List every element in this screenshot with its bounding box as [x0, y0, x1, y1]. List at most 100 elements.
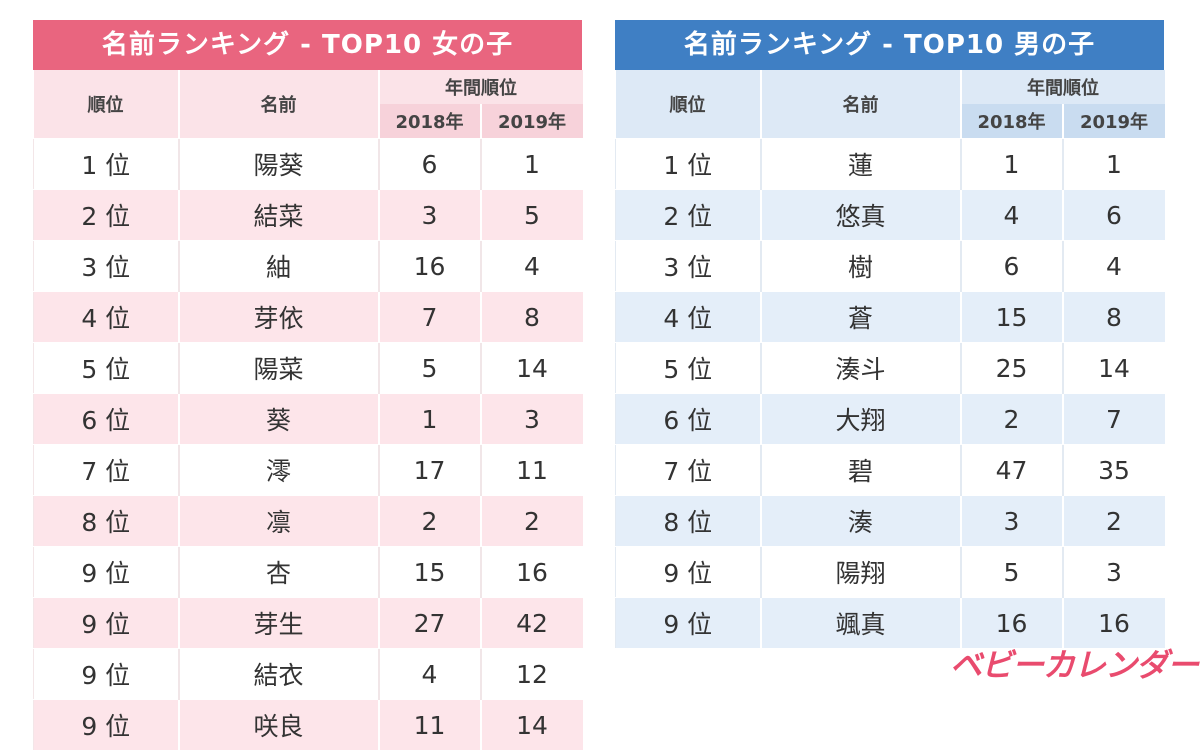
- rank-cell: 9 位: [33, 699, 180, 750]
- rank-2018-cell: 7: [378, 291, 482, 343]
- rank-2019-cell: 1: [480, 138, 583, 190]
- name-cell: 凛: [178, 495, 380, 547]
- rank-2019-cell: 3: [480, 393, 583, 445]
- name-cell: 蓮: [760, 138, 962, 190]
- rank-2019-cell: 5: [480, 189, 583, 241]
- rank-2018-cell: 15: [378, 546, 482, 598]
- rank-cell: 1 位: [33, 138, 180, 190]
- name-cell: 澪: [178, 444, 380, 496]
- boys-ranking-row: 7 位碧 47 35: [615, 444, 1165, 496]
- rank-2018-cell: 6: [960, 240, 1064, 292]
- rank-2019-cell: 16: [480, 546, 583, 598]
- girls-ranking-row: 9 位結衣 4 12: [33, 648, 583, 700]
- rank-cell: 7 位: [615, 444, 762, 496]
- rank-2019-cell: 4: [1062, 240, 1165, 292]
- rank-2019-cell: 2: [1062, 495, 1165, 547]
- girls-ranking-table: 順位 名前 年間順位 2018年 2019年 1 位陽葵 6 1 2 位結菜 3 5 3 位…: [33, 70, 583, 750]
- name-cell: 碧: [760, 444, 962, 496]
- brand-logo: ベビーカレンダー: [950, 646, 1199, 684]
- girls-ranking-title: 名前ランキング - TOP10 女の子: [33, 20, 582, 70]
- rank-cell: 9 位: [33, 546, 180, 598]
- rank-2018-cell: 4: [960, 189, 1064, 241]
- name-cell: 悠真: [760, 189, 962, 241]
- rank-2019-cell: 14: [480, 699, 583, 750]
- rank-cell: 1 位: [615, 138, 762, 190]
- name-cell: 芽生: [178, 597, 380, 649]
- name-cell: 葵: [178, 393, 380, 445]
- boys-ranking-title: 名前ランキング - TOP10 男の子: [615, 20, 1164, 70]
- rank-2019-cell: 8: [1062, 291, 1165, 343]
- rank-2019-cell: 14: [480, 342, 583, 394]
- name-column-header: 名前: [178, 70, 380, 139]
- rank-cell: 8 位: [615, 495, 762, 547]
- name-cell: 紬: [178, 240, 380, 292]
- name-cell: 湊斗: [760, 342, 962, 394]
- rank-2019-cell: 35: [1062, 444, 1165, 496]
- rank-2018-cell: 3: [960, 495, 1064, 547]
- rank-2019-cell: 16: [1062, 597, 1165, 648]
- girls-ranking-row: 9 位杏 15 16: [33, 546, 583, 598]
- rank-cell: 9 位: [615, 546, 762, 598]
- name-column-header: 名前: [760, 70, 962, 139]
- name-cell: 杏: [178, 546, 380, 598]
- rank-2018-cell: 2: [378, 495, 482, 547]
- rank-cell: 5 位: [615, 342, 762, 394]
- rank-2018-cell: 5: [960, 546, 1064, 598]
- rank-column-header: 順位: [33, 70, 180, 139]
- name-cell: 樹: [760, 240, 962, 292]
- rank-column-header: 順位: [615, 70, 762, 139]
- rank-cell: 6 位: [615, 393, 762, 445]
- year-2018-header: 2018年: [960, 104, 1064, 139]
- boys-ranking-row: 5 位湊斗 25 14: [615, 342, 1165, 394]
- name-cell: 咲良: [178, 699, 380, 750]
- rank-cell: 9 位: [615, 597, 762, 648]
- girls-ranking-row: 7 位澪 17 11: [33, 444, 583, 496]
- name-cell: 湊: [760, 495, 962, 547]
- yearly-rank-header: 年間順位: [378, 70, 583, 104]
- rank-cell: 6 位: [33, 393, 180, 445]
- rank-cell: 3 位: [33, 240, 180, 292]
- rank-cell: 5 位: [33, 342, 180, 394]
- rank-2018-cell: 4: [378, 648, 482, 700]
- rank-2018-cell: 27: [378, 597, 482, 649]
- girls-ranking-row: 2 位結菜 3 5: [33, 189, 583, 241]
- girls-ranking-row: 9 位芽生 27 42: [33, 597, 583, 649]
- girls-ranking-panel: 名前ランキング - TOP10 女の子 順位 名前 年間順位 2018年 201…: [33, 20, 583, 750]
- name-cell: 結菜: [178, 189, 380, 241]
- yearly-rank-header: 年間順位: [960, 70, 1165, 104]
- boys-ranking-row: 6 位大翔 2 7: [615, 393, 1165, 445]
- rank-2018-cell: 16: [960, 597, 1064, 648]
- rank-2019-cell: 11: [480, 444, 583, 496]
- rank-cell: 2 位: [33, 189, 180, 241]
- boys-ranking-row: 2 位悠真 4 6: [615, 189, 1165, 241]
- year-2018-header: 2018年: [378, 104, 482, 139]
- girls-ranking-row: 3 位紬 16 4: [33, 240, 583, 292]
- rank-2019-cell: 42: [480, 597, 583, 649]
- rank-cell: 2 位: [615, 189, 762, 241]
- rank-cell: 9 位: [33, 648, 180, 700]
- name-cell: 陽葵: [178, 138, 380, 190]
- rank-2018-cell: 3: [378, 189, 482, 241]
- boys-ranking-row: 9 位颯真 16 16: [615, 597, 1165, 648]
- boys-ranking-panel: 名前ランキング - TOP10 男の子 順位 名前 年間順位 2018年 201…: [615, 20, 1165, 648]
- rank-2019-cell: 14: [1062, 342, 1165, 394]
- rank-cell: 9 位: [33, 597, 180, 649]
- rank-2018-cell: 16: [378, 240, 482, 292]
- rank-2019-cell: 12: [480, 648, 583, 700]
- girls-ranking-row: 4 位芽依 7 8: [33, 291, 583, 343]
- rank-2019-cell: 2: [480, 495, 583, 547]
- rank-2019-cell: 4: [480, 240, 583, 292]
- year-2019-header: 2019年: [1062, 104, 1165, 139]
- girls-ranking-row: 5 位陽菜 5 14: [33, 342, 583, 394]
- name-cell: 陽翔: [760, 546, 962, 598]
- rank-2018-cell: 47: [960, 444, 1064, 496]
- name-cell: 陽菜: [178, 342, 380, 394]
- name-cell: 颯真: [760, 597, 962, 648]
- name-cell: 蒼: [760, 291, 962, 343]
- rank-2018-cell: 11: [378, 699, 482, 750]
